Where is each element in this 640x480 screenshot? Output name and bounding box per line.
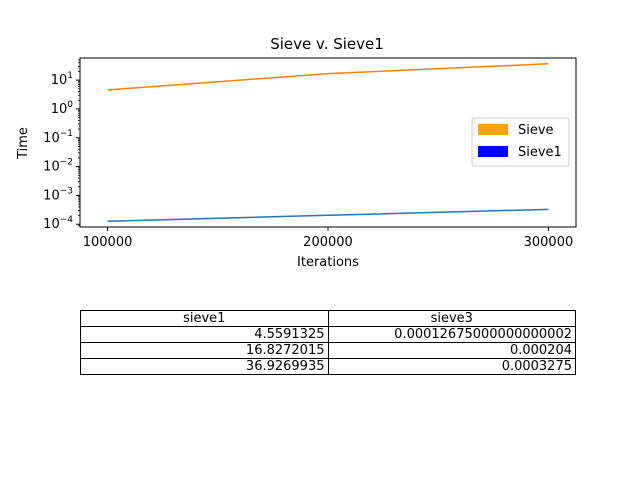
y-tick-label: 10−1 <box>43 129 73 146</box>
table-cell: 0.0003275 <box>327 358 576 375</box>
y-tick-label: 10−2 <box>43 158 73 175</box>
table-header-cell: sieve1 <box>80 310 329 327</box>
x-tick-label: 300000 <box>524 235 574 250</box>
legend-label-sieve: Sieve <box>518 123 554 138</box>
series-line-1 <box>107 208 549 223</box>
legend-swatch-sieve <box>478 124 508 135</box>
x-tick-label: 200000 <box>303 235 353 250</box>
plot-frame <box>79 57 577 228</box>
x-tick-label: 100000 <box>83 235 133 250</box>
y-tick-label: 10−3 <box>43 186 73 203</box>
y-axis-label: Time <box>16 127 31 160</box>
table-cell: 16.8272015 <box>80 342 329 359</box>
legend: Sieve Sieve1 <box>471 117 570 167</box>
chart-title: Sieve v. Sieve1 <box>270 35 384 53</box>
series-line-0 <box>107 63 549 91</box>
table-row: 16.8272015 0.000204 <box>80 342 576 359</box>
table-cell: 0.000204 <box>327 342 576 359</box>
data-table: sieve1 sieve3 4.5591325 0.00012675000000… <box>80 310 576 375</box>
table-cell: 4.5591325 <box>80 326 329 343</box>
x-axis-label: Iterations <box>297 255 359 270</box>
legend-swatch-sieve1 <box>478 146 508 157</box>
table-header-cell: sieve3 <box>327 310 576 327</box>
y-tick-label: 101 <box>51 71 73 88</box>
legend-label-sieve1: Sieve1 <box>518 145 562 160</box>
y-tick-label: 10−4 <box>43 215 73 232</box>
table-row: 4.5591325 0.00012675000000000002 <box>80 326 576 343</box>
table-header-row: sieve1 sieve3 <box>80 310 576 327</box>
table-row: 36.9269935 0.0003275 <box>80 358 576 375</box>
table-cell: 36.9269935 <box>80 358 329 375</box>
y-tick-label: 100 <box>51 100 74 117</box>
table-cell: 0.00012675000000000002 <box>327 326 576 343</box>
